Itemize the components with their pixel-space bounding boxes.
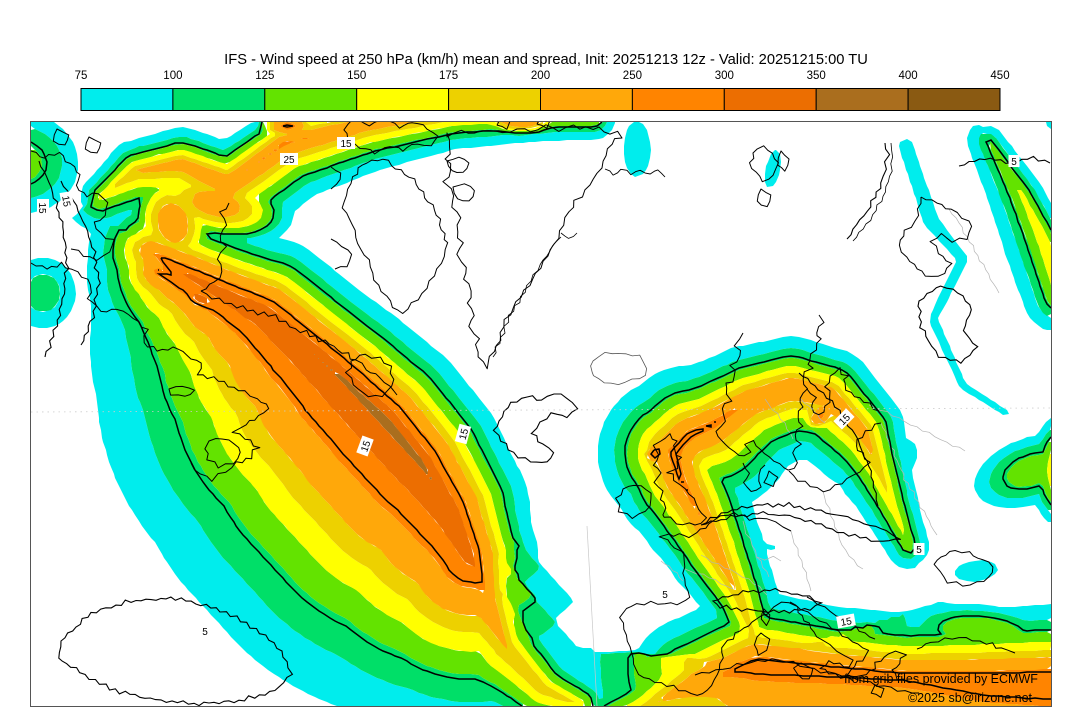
svg-text:5: 5 xyxy=(662,590,668,601)
svg-text:15: 15 xyxy=(359,439,373,454)
svg-text:15: 15 xyxy=(59,195,72,208)
svg-text:25: 25 xyxy=(283,155,295,166)
svg-text:15: 15 xyxy=(458,427,472,441)
svg-text:5: 5 xyxy=(202,627,208,638)
svg-text:5: 5 xyxy=(916,545,922,556)
svg-text:15: 15 xyxy=(36,202,47,214)
svg-text:from grib files provided by EC: from grib files provided by ECMWF xyxy=(844,672,1038,686)
svg-text:15: 15 xyxy=(840,616,853,629)
svg-text:15: 15 xyxy=(340,139,352,150)
svg-text:5: 5 xyxy=(1011,157,1017,168)
svg-text:©2025 sb@irizone.net: ©2025 sb@irizone.net xyxy=(908,691,1033,705)
